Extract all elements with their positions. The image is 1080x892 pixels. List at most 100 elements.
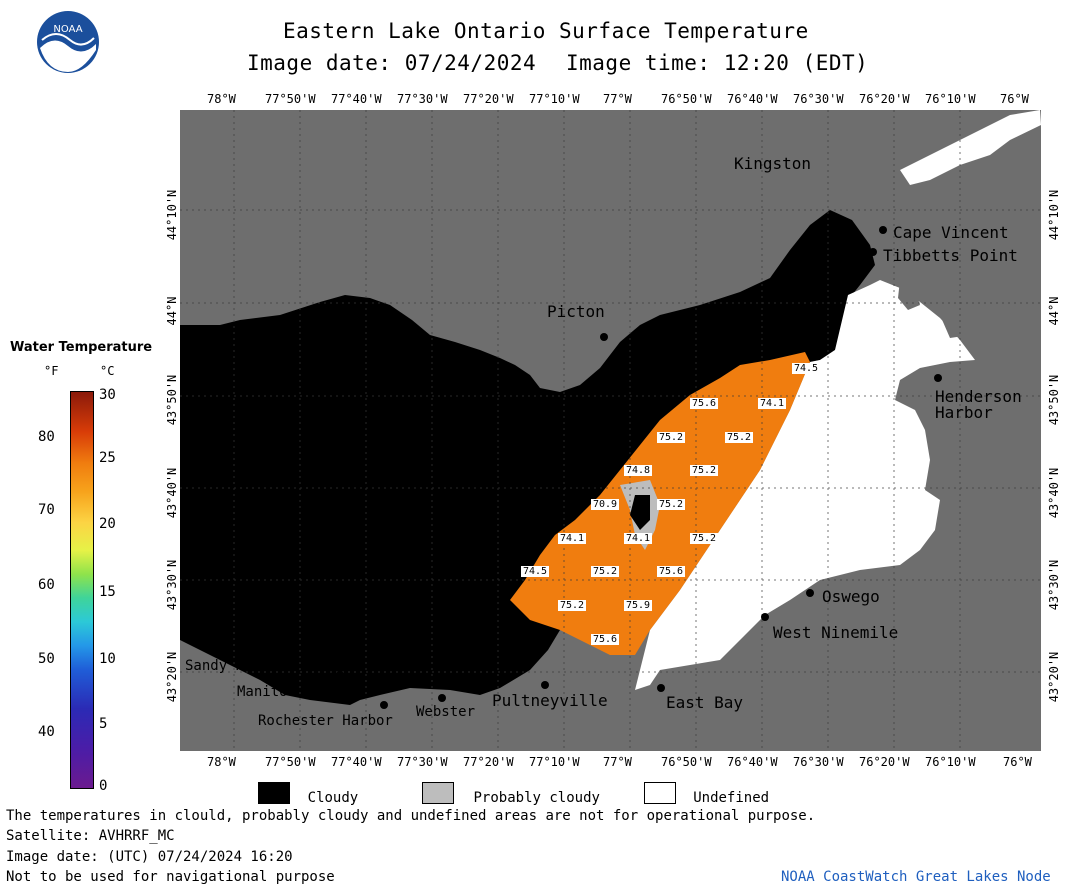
- colorbar-unit-c: °C: [100, 364, 115, 378]
- temp-label: 75.6: [591, 634, 620, 645]
- image-date: Image date: 07/24/2024: [247, 51, 537, 75]
- lon-tick-bottom: 77°50'W: [265, 755, 316, 769]
- lon-tick-bottom: 76°50'W: [661, 755, 712, 769]
- colorbar-f-tick: 80: [38, 429, 55, 445]
- lon-tick-top: 76°50'W: [661, 92, 712, 106]
- lon-tick-top: 77°40'W: [331, 92, 382, 106]
- temp-label: 75.6: [690, 398, 719, 409]
- lat-tick-left: 43°30'N: [165, 559, 179, 611]
- lon-tick-bottom: 77°30'W: [397, 755, 448, 769]
- footer-satellite: Satellite: AVHRRF_MC: [6, 828, 175, 844]
- place-label-oswego: Oswego: [822, 587, 880, 606]
- noaa-logo: NOAA: [36, 10, 100, 74]
- lon-tick-top: 78°W: [207, 92, 236, 106]
- place-label-webster: Webster: [416, 704, 476, 720]
- place-label-pultneyville: Pultneyville: [492, 691, 608, 710]
- lon-tick-top: 76°W: [1000, 92, 1029, 106]
- legend-undefined-swatch: [643, 782, 676, 804]
- place-label-sandy-harbour: Sandy Harbour: [185, 658, 295, 674]
- place-label-west-ninemile: West Ninemile: [773, 623, 899, 642]
- colorbar-f-tick: 40: [38, 724, 55, 740]
- footer-disclaimer: The temperatures in clould, probably clo…: [6, 808, 816, 824]
- place-label-east-bay: East Bay: [666, 693, 744, 712]
- place-label-tibbetts-point: Tibbetts Point: [883, 246, 1018, 265]
- colorbar-c-tick: 30: [99, 387, 116, 403]
- temp-label: 75.2: [657, 499, 686, 510]
- temperature-map: 74.5 75.6 74.1 75.2 75.2 74.8 75.2 70.9 …: [180, 110, 1041, 751]
- legend-probably-cloudy-label: Probably cloudy: [473, 789, 600, 806]
- lon-tick-bottom: 76°20'W: [859, 755, 910, 769]
- temp-label: 74.5: [792, 363, 821, 374]
- map-title: Eastern Lake Ontario Surface Temperature: [283, 19, 809, 43]
- colorbar-c-tick: 20: [99, 516, 116, 532]
- footer-navigation: Not to be used for navigational purpose: [6, 869, 335, 885]
- colorbar-c-tick: 25: [99, 450, 116, 466]
- lon-tick-bottom: 76°10'W: [925, 755, 976, 769]
- place-label-picton: Picton: [547, 302, 605, 321]
- colorbar-f-tick: 70: [38, 502, 55, 518]
- map-grid: [180, 110, 1041, 751]
- place-label-rochester-harbor: Rochester Harbor: [258, 713, 393, 729]
- colorbar: [70, 391, 94, 789]
- lon-tick-bottom: 77°10'W: [529, 755, 580, 769]
- temp-label: 74.1: [558, 533, 587, 544]
- legend: Cloudy Probably cloudy Undefined: [258, 782, 770, 806]
- colorbar-f-tick: 60: [38, 577, 55, 593]
- lon-tick-bottom: 76°30'W: [793, 755, 844, 769]
- lat-tick-right: 43°50'N: [1047, 374, 1061, 426]
- lat-tick-left: 43°40'N: [165, 467, 179, 519]
- lat-tick-left: 43°20'N: [165, 651, 179, 703]
- place-label-harbor: Harbor: [935, 403, 993, 422]
- place-label-cape-vincent: Cape Vincent: [893, 223, 1009, 242]
- colorbar-c-tick: 15: [99, 584, 116, 600]
- legend-cloudy-label: Cloudy: [307, 789, 359, 806]
- temp-label: 75.2: [657, 432, 686, 443]
- lon-tick-top: 76°40'W: [727, 92, 778, 106]
- legend-undefined-label: Undefined: [693, 789, 770, 806]
- lon-tick-top: 77°20'W: [463, 92, 514, 106]
- lon-tick-top: 77°50'W: [265, 92, 316, 106]
- temp-label: 75.2: [690, 533, 719, 544]
- lon-tick-bottom: 77°W: [603, 755, 632, 769]
- temp-label: 74.8: [624, 465, 653, 476]
- temp-label: 75.2: [591, 566, 620, 577]
- footer-utc-date: Image date: (UTC) 07/24/2024 16:20: [6, 849, 293, 865]
- lon-tick-top: 76°20'W: [859, 92, 910, 106]
- lake-cloudy-area: [180, 210, 875, 705]
- colorbar-unit-f: °F: [44, 364, 59, 378]
- noaa-logo-text: NOAA: [53, 24, 82, 35]
- temp-label: 74.1: [624, 533, 653, 544]
- river-undefined-area: [900, 110, 1041, 185]
- lon-tick-bottom: 77°40'W: [331, 755, 382, 769]
- temp-label: 75.9: [624, 600, 653, 611]
- temp-label: 74.1: [758, 398, 787, 409]
- temp-label: 70.9: [591, 499, 620, 510]
- colorbar-f-tick: 50: [38, 651, 55, 667]
- lon-tick-top: 77°10'W: [529, 92, 580, 106]
- temp-label: 75.2: [558, 600, 587, 611]
- temp-label: 74.5: [521, 566, 550, 577]
- lat-tick-left: 43°50'N: [165, 374, 179, 426]
- colorbar-title: Water Temperature: [10, 340, 153, 355]
- lat-tick-left: 44°N: [165, 296, 179, 326]
- place-markers: [264, 226, 942, 709]
- lat-tick-right: 43°20'N: [1047, 651, 1061, 703]
- legend-probably-cloudy-swatch: [421, 782, 454, 804]
- lon-tick-bottom: 76°W: [1003, 755, 1032, 769]
- lon-tick-top: 76°10'W: [925, 92, 976, 106]
- lat-tick-left: 44°10'N: [165, 189, 179, 241]
- place-label-henderson: Henderson: [935, 387, 1022, 406]
- legend-cloudy-swatch: [258, 782, 290, 804]
- image-time: Image time: 12:20 (EDT): [566, 51, 869, 75]
- lon-tick-bottom: 78°W: [207, 755, 236, 769]
- lon-tick-bottom: 77°20'W: [463, 755, 514, 769]
- temp-label: 75.2: [725, 432, 754, 443]
- temp-label: 75.2: [690, 465, 719, 476]
- footer-credit: NOAA CoastWatch Great Lakes Node: [781, 869, 1051, 885]
- colorbar-c-tick: 5: [99, 716, 108, 732]
- lon-tick-top: 77°W: [603, 92, 632, 106]
- lon-tick-top: 76°30'W: [793, 92, 844, 106]
- lat-tick-right: 43°40'N: [1047, 467, 1061, 519]
- lat-tick-right: 44°N: [1047, 296, 1061, 326]
- place-label-kingston: Kingston: [734, 154, 812, 173]
